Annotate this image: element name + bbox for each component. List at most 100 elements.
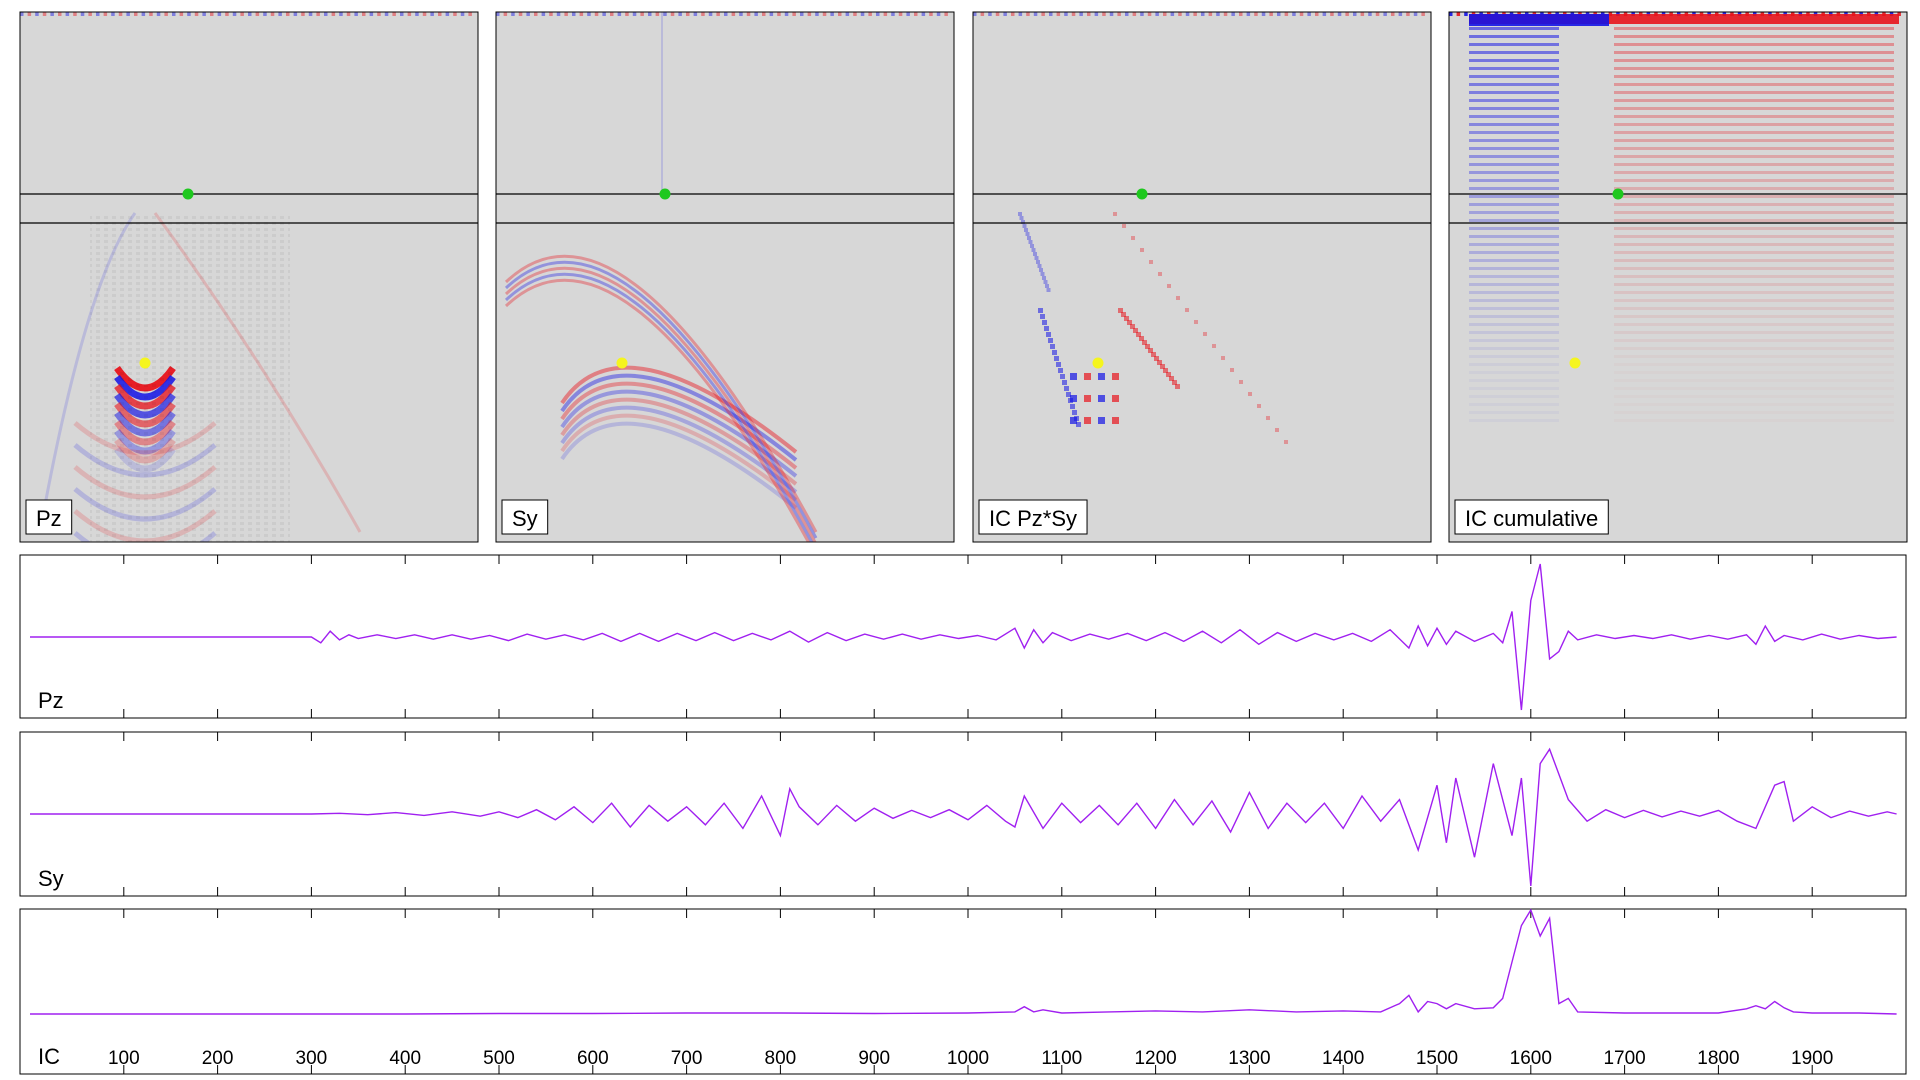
image-band bbox=[1469, 227, 1559, 230]
source-strip-mark bbox=[1284, 12, 1289, 16]
image-band bbox=[1469, 411, 1559, 414]
ic-spot bbox=[1166, 372, 1171, 377]
source-strip-mark bbox=[807, 12, 812, 16]
source-strip-mark bbox=[453, 12, 457, 16]
image-band bbox=[1469, 107, 1559, 110]
image-point-marker bbox=[139, 357, 151, 369]
source-strip-mark bbox=[369, 12, 374, 16]
source-strip-mark bbox=[118, 12, 123, 16]
image-band bbox=[1614, 51, 1894, 54]
image-band bbox=[1614, 171, 1894, 174]
ic-spot bbox=[1070, 373, 1077, 380]
source-strip-mark bbox=[792, 12, 796, 16]
source-strip-mark bbox=[1056, 12, 1061, 16]
ic-spot bbox=[1044, 326, 1049, 331]
source-strip-mark bbox=[270, 12, 275, 16]
source-strip-mark bbox=[883, 12, 888, 16]
image-band bbox=[1469, 251, 1559, 254]
image-band bbox=[1614, 419, 1894, 422]
image-band bbox=[1469, 275, 1559, 278]
image-band bbox=[1469, 331, 1559, 334]
image-band bbox=[1614, 411, 1894, 414]
image-band bbox=[1469, 83, 1559, 86]
panel-label: Pz bbox=[36, 506, 62, 531]
image-band bbox=[1469, 347, 1559, 350]
image-point-marker bbox=[1092, 357, 1104, 369]
image-band bbox=[1469, 163, 1559, 166]
image-band bbox=[1614, 107, 1894, 110]
x-tick-label: 500 bbox=[483, 1048, 515, 1069]
ic-spot bbox=[1064, 386, 1069, 391]
image-band bbox=[1614, 35, 1894, 38]
source-strip-mark bbox=[1223, 12, 1228, 16]
ic-spot bbox=[1070, 404, 1075, 409]
panel-label-box bbox=[978, 499, 1088, 535]
x-tick-label: 400 bbox=[389, 1048, 421, 1069]
source-strip-mark bbox=[1456, 12, 1461, 16]
source-strip-mark bbox=[1079, 12, 1083, 16]
source-strip-mark bbox=[1337, 12, 1342, 16]
source-strip-mark bbox=[929, 12, 933, 16]
image-band bbox=[1614, 243, 1894, 246]
source-strip-mark bbox=[1292, 12, 1296, 16]
x-tick-label: 1000 bbox=[947, 1048, 989, 1069]
source-strip-mark bbox=[860, 12, 865, 16]
ic-spot bbox=[1045, 284, 1049, 288]
panel-frame bbox=[972, 11, 1432, 543]
image-band bbox=[1614, 131, 1894, 134]
ic-spot bbox=[1084, 395, 1091, 402]
source-strip-mark bbox=[50, 12, 54, 16]
ic-spot bbox=[1046, 332, 1051, 337]
x-tick-label: 900 bbox=[858, 1048, 890, 1069]
image-band bbox=[1614, 363, 1894, 366]
source-strip-mark bbox=[1383, 12, 1387, 16]
x-tick-label: 100 bbox=[108, 1048, 140, 1069]
trace-line-pz bbox=[30, 563, 1897, 711]
source-strip-mark bbox=[777, 12, 781, 16]
source-strip-mark bbox=[225, 12, 229, 16]
source-strip-mark bbox=[670, 12, 675, 16]
source-strip-mark bbox=[1897, 12, 1901, 16]
image-band bbox=[1614, 395, 1894, 398]
source-strip-mark bbox=[1216, 12, 1220, 16]
ic-spot bbox=[1043, 280, 1048, 284]
source-strip-mark bbox=[1413, 12, 1418, 16]
source-strip-mark bbox=[815, 12, 819, 16]
trace-label: Sy bbox=[38, 866, 64, 891]
x-tick-label: 1900 bbox=[1791, 1048, 1833, 1069]
ic-spot bbox=[1070, 417, 1077, 424]
source-strip-mark bbox=[1330, 12, 1334, 16]
ic-spot bbox=[1076, 422, 1081, 427]
source-strip-mark bbox=[701, 12, 705, 16]
source-strip-mark bbox=[1026, 12, 1030, 16]
image-band bbox=[1469, 379, 1559, 382]
ic-spot bbox=[1121, 312, 1126, 317]
source-strip-mark bbox=[1003, 12, 1007, 16]
source-strip-mark bbox=[1178, 12, 1182, 16]
image-band bbox=[1614, 43, 1894, 46]
trace-panel-pz: Pz bbox=[19, 554, 1907, 719]
source-strip-mark bbox=[88, 12, 92, 16]
source-strip-mark bbox=[293, 12, 298, 16]
trace-panel-ic: IC bbox=[19, 908, 1907, 1075]
ic-spot bbox=[1151, 352, 1156, 357]
source-strip-mark bbox=[255, 12, 260, 16]
ic-spot bbox=[1203, 332, 1207, 336]
source-strip-mark bbox=[518, 12, 523, 16]
image-band bbox=[1469, 35, 1559, 38]
wavefront-arc bbox=[560, 389, 798, 478]
trace-label: IC bbox=[38, 1044, 60, 1069]
source-strip-mark bbox=[1109, 12, 1114, 16]
source-strip-mark bbox=[769, 12, 774, 16]
ic-spot bbox=[1062, 380, 1067, 385]
image-band bbox=[1614, 187, 1894, 190]
source-strip-mark bbox=[1307, 12, 1311, 16]
ic-spot bbox=[1098, 395, 1105, 402]
ic-spot bbox=[1027, 236, 1031, 240]
image-band bbox=[1614, 331, 1894, 334]
source-strip-mark bbox=[73, 12, 77, 16]
source-strip-mark bbox=[541, 12, 546, 16]
image-band bbox=[1614, 251, 1894, 254]
source-strip-mark bbox=[415, 12, 419, 16]
